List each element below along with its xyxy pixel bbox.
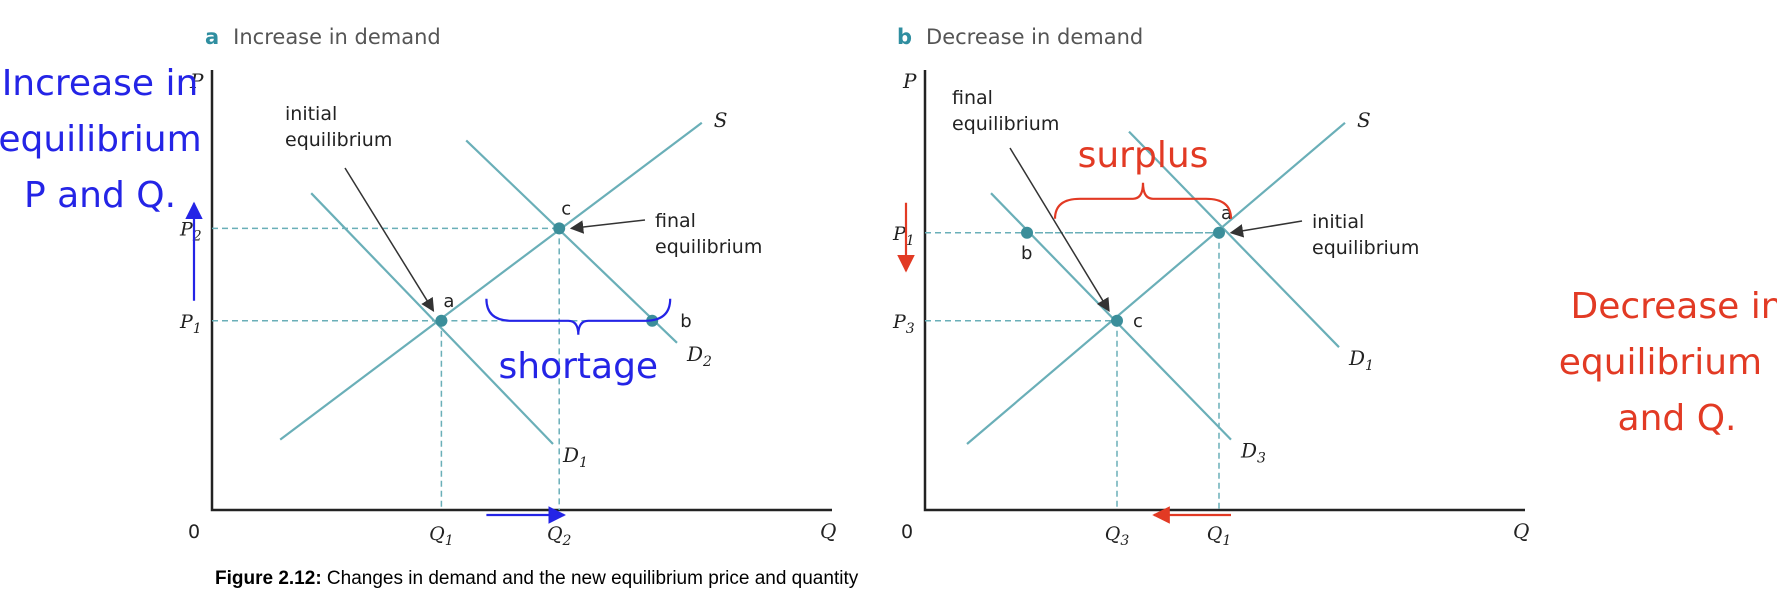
curve-label-D1: D1 bbox=[1348, 346, 1374, 374]
gap-label: shortage bbox=[499, 346, 659, 387]
side-note: Increase in equilibrium P and Q. bbox=[0, 63, 202, 216]
x-axis-label: Q bbox=[820, 519, 836, 543]
panel-title: a Increase in demand bbox=[205, 25, 441, 49]
axes bbox=[923, 70, 1525, 512]
curve-label-S: S bbox=[1357, 108, 1371, 132]
x-tick-Q2: Q2 bbox=[547, 523, 572, 549]
figure-caption: Figure 2.12: Changes in demand and the n… bbox=[215, 568, 859, 589]
gap-label: surplus bbox=[1078, 135, 1209, 176]
point-a bbox=[1213, 226, 1225, 239]
pointer-c bbox=[1009, 147, 1110, 312]
point-label-a: a bbox=[443, 291, 454, 312]
pointer-a bbox=[1229, 220, 1303, 238]
curve-D2 bbox=[465, 139, 678, 344]
point-label-c: c bbox=[561, 198, 571, 219]
initial-equilibrium-note: initial equilibrium bbox=[1312, 211, 1419, 259]
curve-label-D3: D3 bbox=[1240, 439, 1266, 467]
caption-bold: Figure 2.12: bbox=[215, 568, 322, 589]
shortage-brace bbox=[485, 298, 672, 335]
surplus-brace bbox=[1053, 182, 1233, 219]
final-equilibrium-note: final equilibrium bbox=[655, 210, 762, 258]
curve-label-D1: D1 bbox=[562, 443, 588, 471]
pointer-a bbox=[344, 167, 435, 312]
pointer-c bbox=[569, 219, 646, 234]
curve-D1 bbox=[1128, 130, 1340, 348]
x-axis-label: Q bbox=[1513, 519, 1529, 543]
point-label-a: a bbox=[1221, 203, 1232, 224]
curve-label-D2: D2 bbox=[686, 342, 712, 370]
point-b bbox=[1021, 226, 1033, 239]
x-tick-Q1: Q1 bbox=[1207, 523, 1232, 549]
point-label-b: b bbox=[1021, 243, 1032, 264]
y-tick-P3: P3 bbox=[892, 311, 915, 337]
final-equilibrium-note: final equilibrium bbox=[952, 87, 1059, 135]
panel-b-decrease-in-demand: b Decrease in demand P Q 0 Q3 Q1 P1 P3 S D1 D3 a c b in… bbox=[892, 25, 1777, 549]
curve-D1 bbox=[310, 192, 554, 445]
curve-S bbox=[966, 121, 1346, 445]
caption-text: Changes in demand and the new equilibriu… bbox=[322, 568, 859, 589]
origin-label: 0 bbox=[188, 521, 200, 543]
y-axis-label: P bbox=[902, 69, 917, 93]
y-tick-P1: P1 bbox=[179, 311, 202, 337]
curve-label-S: S bbox=[714, 108, 728, 132]
point-c bbox=[1111, 314, 1123, 327]
point-label-c: c bbox=[1133, 311, 1143, 332]
point-label-b: b bbox=[680, 311, 691, 332]
x-tick-Q3: Q3 bbox=[1105, 523, 1130, 549]
curve-S bbox=[279, 121, 703, 441]
point-c bbox=[553, 222, 566, 235]
origin-label: 0 bbox=[901, 521, 913, 543]
panel-title: b Decrease in demand bbox=[897, 25, 1143, 49]
point-a bbox=[435, 314, 448, 327]
y-tick-P2: P2 bbox=[179, 218, 202, 244]
y-tick-P1: P1 bbox=[892, 223, 915, 249]
x-tick-Q1: Q1 bbox=[429, 523, 454, 549]
axes bbox=[210, 70, 832, 512]
y-axis-label: P bbox=[189, 69, 204, 93]
initial-equilibrium-note: initial equilibrium bbox=[285, 103, 392, 151]
